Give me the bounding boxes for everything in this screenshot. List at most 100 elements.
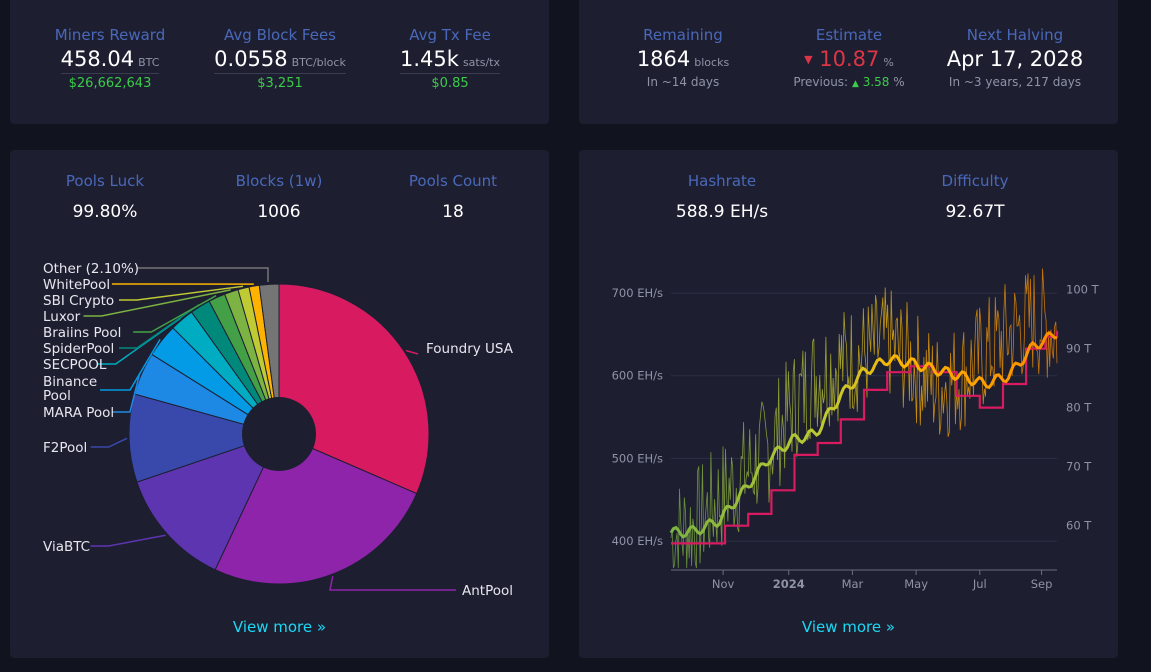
- avg-block-fees-stat: Avg Block Fees 0.0558 BTC/block $3,251: [210, 26, 350, 91]
- difficulty-label: Difficulty: [941, 172, 1009, 190]
- pie-leader-binance-pool: [100, 338, 161, 391]
- pie-leader-luxor: [83, 289, 231, 317]
- remaining-unit: blocks: [694, 56, 730, 69]
- pie-label-antpool: AntPool: [462, 583, 513, 599]
- pie-label-f2pool: F2Pool: [43, 440, 87, 456]
- down-arrow-icon: ▼: [804, 53, 813, 66]
- avg-block-fees-value: 0.0558: [214, 47, 288, 71]
- pie-leader-viabtc: [90, 534, 166, 547]
- hashrate-difficulty-chart: 400 EH/s 500 EH/s 600 EH/s 700 EH/s 60 T 70 T…: [612, 268, 1100, 591]
- miners-reward-value: 458.04: [60, 47, 135, 71]
- hashrate-average-line: [669, 331, 1058, 539]
- x-tick-label: Jul: [972, 577, 987, 591]
- remaining-sub: In ~14 days: [646, 75, 720, 89]
- pie-label-sbi-crypto: SBI Crypto: [43, 293, 114, 309]
- pie-slice-foundry-usa[interactable]: [278, 283, 430, 495]
- pie-leader-antpool: [329, 576, 456, 591]
- up-arrow-icon: ▲: [851, 79, 859, 89]
- x-tick-label: 2024: [773, 577, 805, 591]
- pie-slice-antpool[interactable]: [214, 433, 418, 585]
- avg-tx-fee-label: Avg Tx Fee: [409, 26, 491, 44]
- pie-leader-other-2-10: [138, 267, 269, 282]
- next-halving-label: Next Halving: [966, 26, 1064, 44]
- y-left-tick: 400 EH/s: [612, 534, 663, 548]
- pie-label-secpool: SECPOOL: [43, 357, 107, 373]
- avg-tx-fee-value: 1.45k: [400, 47, 459, 71]
- next-halving-value: Apr 17, 2028: [946, 47, 1084, 71]
- blocks-1w-stat: Blocks (1w) 1006: [224, 172, 334, 222]
- reward-stats-card: Miners Reward 458.04 BTC $26,662,643 Avg …: [10, 0, 549, 124]
- pools-luck-label: Pools Luck: [65, 172, 145, 190]
- estimate-value: 10.87: [819, 47, 880, 71]
- remaining-label: Remaining: [643, 26, 723, 44]
- previous-value: 3.58: [862, 75, 890, 89]
- y-right-tick: 70 T: [1066, 460, 1092, 474]
- miners-reward-unit: BTC: [138, 56, 160, 69]
- pools-luck-stat: Pools Luck 99.80%: [50, 172, 160, 222]
- pie-leader-sbi-crypto: [119, 285, 244, 301]
- pie-label-binance-pool: Binance Pool: [43, 374, 97, 404]
- y-right-tick: 80 T: [1066, 401, 1092, 415]
- remaining-value: 1864: [636, 47, 691, 71]
- estimate-label: Estimate: [815, 26, 883, 44]
- y-left-tick: 600 EH/s: [612, 369, 663, 383]
- pie-slice-other-2-10[interactable]: [258, 283, 280, 435]
- hashrate-stat: Hashrate 588.9 EH/s: [667, 172, 777, 222]
- pie-center-hole: [242, 397, 316, 471]
- avg-block-fees-unit: BTC/block: [291, 56, 346, 69]
- hashrate-daily-line: [670, 268, 1058, 569]
- pie-label-foundry-usa: Foundry USA: [426, 341, 514, 357]
- next-halving-sub: In ~3 years, 217 days: [948, 75, 1082, 89]
- pie-leader-foundry-usa: [405, 349, 419, 355]
- pools-count-label: Pools Count: [408, 172, 498, 190]
- x-tick-label: Nov: [712, 577, 735, 591]
- blocks-1w-value: 1006: [257, 202, 301, 222]
- blocks-1w-label: Blocks (1w): [235, 172, 323, 190]
- pie-label-viabtc: ViaBTC: [43, 539, 90, 555]
- pie-label-whitepool: WhitePool: [43, 277, 110, 293]
- y-right-tick: 60 T: [1066, 519, 1092, 533]
- hashrate-label: Hashrate: [687, 172, 757, 190]
- difficulty-adjustment-card: Remaining 1864 blocks In ~14 days Estimat…: [579, 0, 1118, 124]
- avg-block-fees-fiat: $3,251: [257, 76, 303, 91]
- x-tick-label: May: [904, 577, 928, 591]
- hashrate-card: Hashrate 588.9 EH/s Difficulty 92.67T 40…: [579, 150, 1118, 658]
- pools-luck-value: 99.80%: [72, 202, 138, 222]
- y-right-tick: 90 T: [1066, 342, 1092, 356]
- avg-tx-fee-unit: sats/tx: [462, 56, 500, 69]
- difficulty-stat: Difficulty 92.67T: [920, 172, 1030, 222]
- pie-label-luxor: Luxor: [43, 309, 81, 325]
- pie-leader-spiderpool: [119, 304, 200, 349]
- difficulty-line: [671, 330, 1059, 545]
- x-tick-label: Sep: [1031, 577, 1053, 591]
- previous-unit: %: [893, 75, 905, 89]
- pie-slice-viabtc[interactable]: [136, 433, 280, 571]
- difficulty-value: 92.67T: [945, 202, 1005, 222]
- pie-leader-braiins-pool: [133, 295, 217, 333]
- pie-label-spiderpool: SpiderPool: [43, 341, 114, 357]
- miners-reward-fiat: $26,662,643: [68, 76, 152, 91]
- pools-count-stat: Pools Count 18: [398, 172, 508, 222]
- miners-reward-label: Miners Reward: [54, 26, 166, 44]
- previous-label: Previous:: [793, 75, 849, 89]
- pie-leader-mara-pool: [111, 372, 141, 413]
- y-left-tick: 700 EH/s: [612, 286, 663, 300]
- pools-count-value: 18: [442, 202, 464, 222]
- next-halving-stat: Next Halving Apr 17, 2028 In ~3 years, 2…: [940, 26, 1090, 89]
- pools-view-more-link[interactable]: View more »: [232, 618, 327, 636]
- hashrate-value: 588.9 EH/s: [675, 202, 769, 222]
- mining-pools-card: Pools Luck 99.80% Blocks (1w) 1006 Pools…: [10, 150, 549, 658]
- pie-label-braiins-pool: Braiins Pool: [43, 325, 121, 341]
- avg-tx-fee-fiat: $0.85: [431, 76, 469, 91]
- estimate-unit: %: [883, 56, 894, 69]
- avg-block-fees-label: Avg Block Fees: [224, 26, 336, 44]
- pie-label-other-2-10: Other (2.10%): [43, 261, 139, 277]
- remaining-stat: Remaining 1864 blocks In ~14 days: [623, 26, 743, 89]
- x-tick-label: Mar: [842, 577, 864, 591]
- miners-reward-stat: Miners Reward 458.04 BTC $26,662,643: [50, 26, 170, 91]
- estimate-stat: Estimate ▼ 10.87% Previous: ▲ 3.58 %: [784, 26, 914, 89]
- hashrate-view-more-link[interactable]: View more »: [801, 618, 896, 636]
- avg-tx-fee-stat: Avg Tx Fee 1.45k sats/tx $0.85: [390, 26, 510, 91]
- y-left-tick: 500 EH/s: [612, 451, 663, 465]
